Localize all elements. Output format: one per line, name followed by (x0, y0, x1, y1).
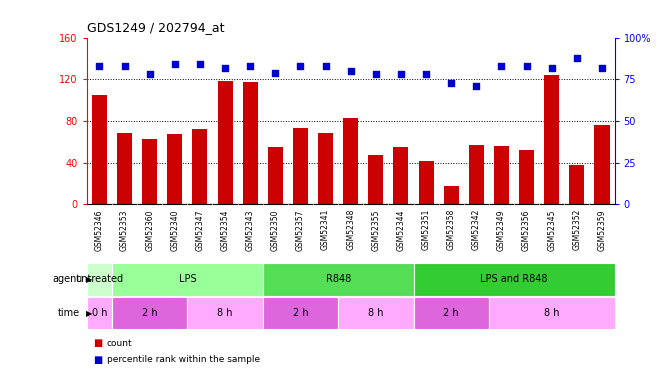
Bar (87, 297, 112, 329)
Point (521, 63, 532, 69)
Text: GSM52355: GSM52355 (371, 209, 380, 251)
Text: 2 h: 2 h (142, 308, 158, 318)
Text: GSM52359: GSM52359 (597, 209, 607, 251)
Point (546, 64, 557, 70)
Point (320, 63, 331, 69)
Bar (263, 263, 413, 296)
Bar (489, 297, 615, 329)
Text: GSM52348: GSM52348 (346, 209, 355, 251)
Point (395, 71, 406, 77)
Text: untreated: untreated (75, 274, 124, 284)
Point (245, 63, 256, 69)
Text: GSM52350: GSM52350 (271, 209, 280, 251)
Text: LPS and R848: LPS and R848 (480, 274, 548, 284)
Bar (117, 134, 132, 204)
Text: GSM52349: GSM52349 (497, 209, 506, 251)
Text: 8 h: 8 h (368, 308, 383, 318)
Bar (343, 118, 358, 204)
Text: count: count (107, 339, 132, 348)
Bar (293, 128, 308, 204)
Text: ■: ■ (94, 355, 103, 365)
Text: agent: agent (52, 274, 80, 284)
Point (345, 68, 356, 74)
Bar (519, 150, 534, 204)
Text: GSM52346: GSM52346 (95, 209, 104, 251)
Bar (187, 297, 263, 329)
Text: GSM52360: GSM52360 (145, 209, 154, 251)
Text: GSM52357: GSM52357 (296, 209, 305, 251)
Text: GSM52340: GSM52340 (170, 209, 179, 251)
Point (371, 71, 381, 77)
Bar (167, 135, 182, 204)
Text: GSM52342: GSM52342 (472, 209, 481, 251)
Text: GSM52347: GSM52347 (196, 209, 204, 251)
Text: GSM52354: GSM52354 (220, 209, 230, 251)
Bar (92, 95, 107, 204)
Text: 8 h: 8 h (217, 308, 233, 318)
Bar (112, 263, 263, 296)
Text: percentile rank within the sample: percentile rank within the sample (107, 356, 260, 364)
Bar (112, 297, 187, 329)
Bar (393, 147, 409, 204)
Bar (494, 146, 509, 204)
Text: GSM52356: GSM52356 (522, 209, 531, 251)
Bar (544, 75, 559, 204)
Point (94, 63, 105, 69)
Bar (318, 134, 333, 204)
Bar (569, 165, 584, 204)
Text: 8 h: 8 h (544, 308, 560, 318)
Point (170, 61, 180, 67)
Point (220, 64, 230, 70)
Text: GSM52358: GSM52358 (447, 209, 456, 251)
Point (119, 63, 130, 69)
Text: 0 h: 0 h (92, 308, 107, 318)
Point (421, 71, 432, 77)
Point (295, 63, 306, 69)
Point (194, 61, 205, 67)
Text: GSM52345: GSM52345 (547, 209, 556, 251)
Text: time: time (58, 308, 80, 318)
Bar (368, 155, 383, 204)
Point (471, 83, 482, 89)
Bar (218, 81, 232, 204)
Text: GSM52353: GSM52353 (120, 209, 129, 251)
Bar (469, 145, 484, 204)
Point (572, 54, 582, 60)
Bar (268, 147, 283, 204)
Bar (242, 82, 258, 204)
Text: ▶: ▶ (86, 275, 92, 284)
Bar (192, 129, 208, 204)
Text: GDS1249 / 202794_at: GDS1249 / 202794_at (87, 21, 224, 34)
Bar (142, 139, 157, 204)
Text: LPS: LPS (178, 274, 196, 284)
Text: GSM52343: GSM52343 (246, 209, 255, 251)
Bar (419, 160, 434, 204)
Text: R848: R848 (325, 274, 351, 284)
Text: 2 h: 2 h (293, 308, 308, 318)
Point (270, 69, 281, 75)
Bar (338, 297, 413, 329)
Point (144, 71, 155, 77)
Point (597, 64, 607, 70)
Point (446, 80, 456, 86)
Text: GSM52344: GSM52344 (397, 209, 405, 251)
Text: GSM52352: GSM52352 (572, 209, 581, 251)
Text: ■: ■ (94, 338, 103, 348)
Bar (595, 125, 609, 204)
Bar (413, 263, 615, 296)
Text: 2 h: 2 h (444, 308, 459, 318)
Bar (263, 297, 338, 329)
Bar (413, 297, 489, 329)
Text: GSM52341: GSM52341 (321, 209, 330, 251)
Bar (87, 263, 112, 296)
Bar (444, 186, 459, 204)
Text: GSM52351: GSM52351 (422, 209, 431, 251)
Point (496, 63, 507, 69)
Text: ▶: ▶ (86, 309, 92, 318)
